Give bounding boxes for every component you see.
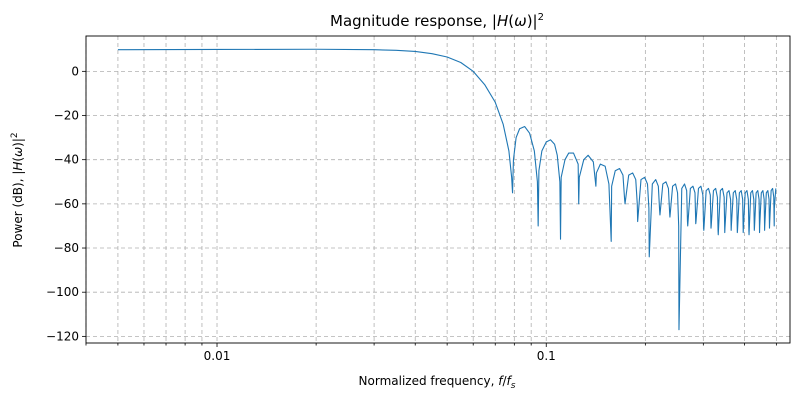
x-axis-label-fs: f	[507, 374, 513, 388]
x-axis-label-prefix: Normalized frequency,	[359, 374, 499, 388]
y-tick-label: 0	[71, 64, 79, 78]
series-layer	[117, 48, 777, 331]
axes-layer	[85, 35, 791, 344]
y-tick-label: −100	[46, 285, 79, 299]
chart-title: Magnitude response, |H(ω)|2	[330, 12, 544, 30]
x-tick-label: 0.01	[204, 349, 231, 363]
y-tick-label: −120	[46, 329, 79, 343]
x-axis-label-slash: /	[502, 374, 507, 388]
x-axis-label: Normalized frequency, f/fs	[359, 374, 516, 391]
y-axis-label-var: H	[11, 162, 25, 171]
y-tick-labels: 0 −20 −40 −60 −80 −100 −120	[46, 64, 79, 343]
y-axis-label-sup: 2	[10, 132, 20, 138]
y-axis-label-mid: (	[11, 157, 25, 162]
series-line-0	[117, 48, 777, 331]
y-axis-label-omega: ω	[11, 147, 25, 157]
chart-title-prefix: Magnitude response, |	[330, 12, 497, 30]
chart-title-var: H	[497, 12, 508, 30]
tick-marks	[82, 70, 777, 347]
x-axis-label-f: f	[498, 374, 504, 388]
y-axis-label-prefix: Power (dB), |	[11, 171, 25, 248]
y-axis-label: Power (dB), |H(ω)|2	[10, 132, 25, 247]
x-axis-label-fs-sub: s	[511, 381, 516, 391]
chart-title-sup: 2	[538, 12, 544, 23]
x-tick-label: 0.1	[537, 349, 556, 363]
chart-title-suffix: )|	[527, 12, 538, 30]
chart-title-mid: (	[508, 12, 514, 30]
y-tick-label: −20	[54, 109, 79, 123]
grid-lines	[85, 36, 790, 343]
x-tick-labels: 0.01 0.1	[204, 349, 556, 363]
chart-title-omega: ω	[514, 12, 527, 30]
y-tick-label: −80	[54, 241, 79, 255]
plot-frame	[85, 35, 791, 344]
y-axis-label-suffix: )|	[11, 138, 25, 147]
y-tick-label: −60	[54, 197, 79, 211]
y-tick-label: −40	[54, 153, 79, 167]
